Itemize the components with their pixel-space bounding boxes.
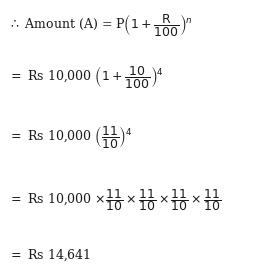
Text: $=$ Rs 10,000 $\left(\dfrac{11}{10}\right)^{4}$: $=$ Rs 10,000 $\left(\dfrac{11}{10}\righ… (8, 124, 133, 150)
Text: $=$ Rs 10,000 $\times\dfrac{11}{10}\times\dfrac{11}{10}\times\dfrac{11}{10}\time: $=$ Rs 10,000 $\times\dfrac{11}{10}\time… (8, 187, 222, 213)
Text: $=$ Rs 10,000 $\left(1+\dfrac{10}{100}\right)^{4}$: $=$ Rs 10,000 $\left(1+\dfrac{10}{100}\r… (8, 64, 164, 90)
Text: $=$ Rs 14,641: $=$ Rs 14,641 (8, 247, 91, 262)
Text: $\therefore$ Amount (A) = P$\left(1+\dfrac{\mathrm{R}}{100}\right)^{n}$: $\therefore$ Amount (A) = P$\left(1+\dfr… (8, 12, 193, 38)
